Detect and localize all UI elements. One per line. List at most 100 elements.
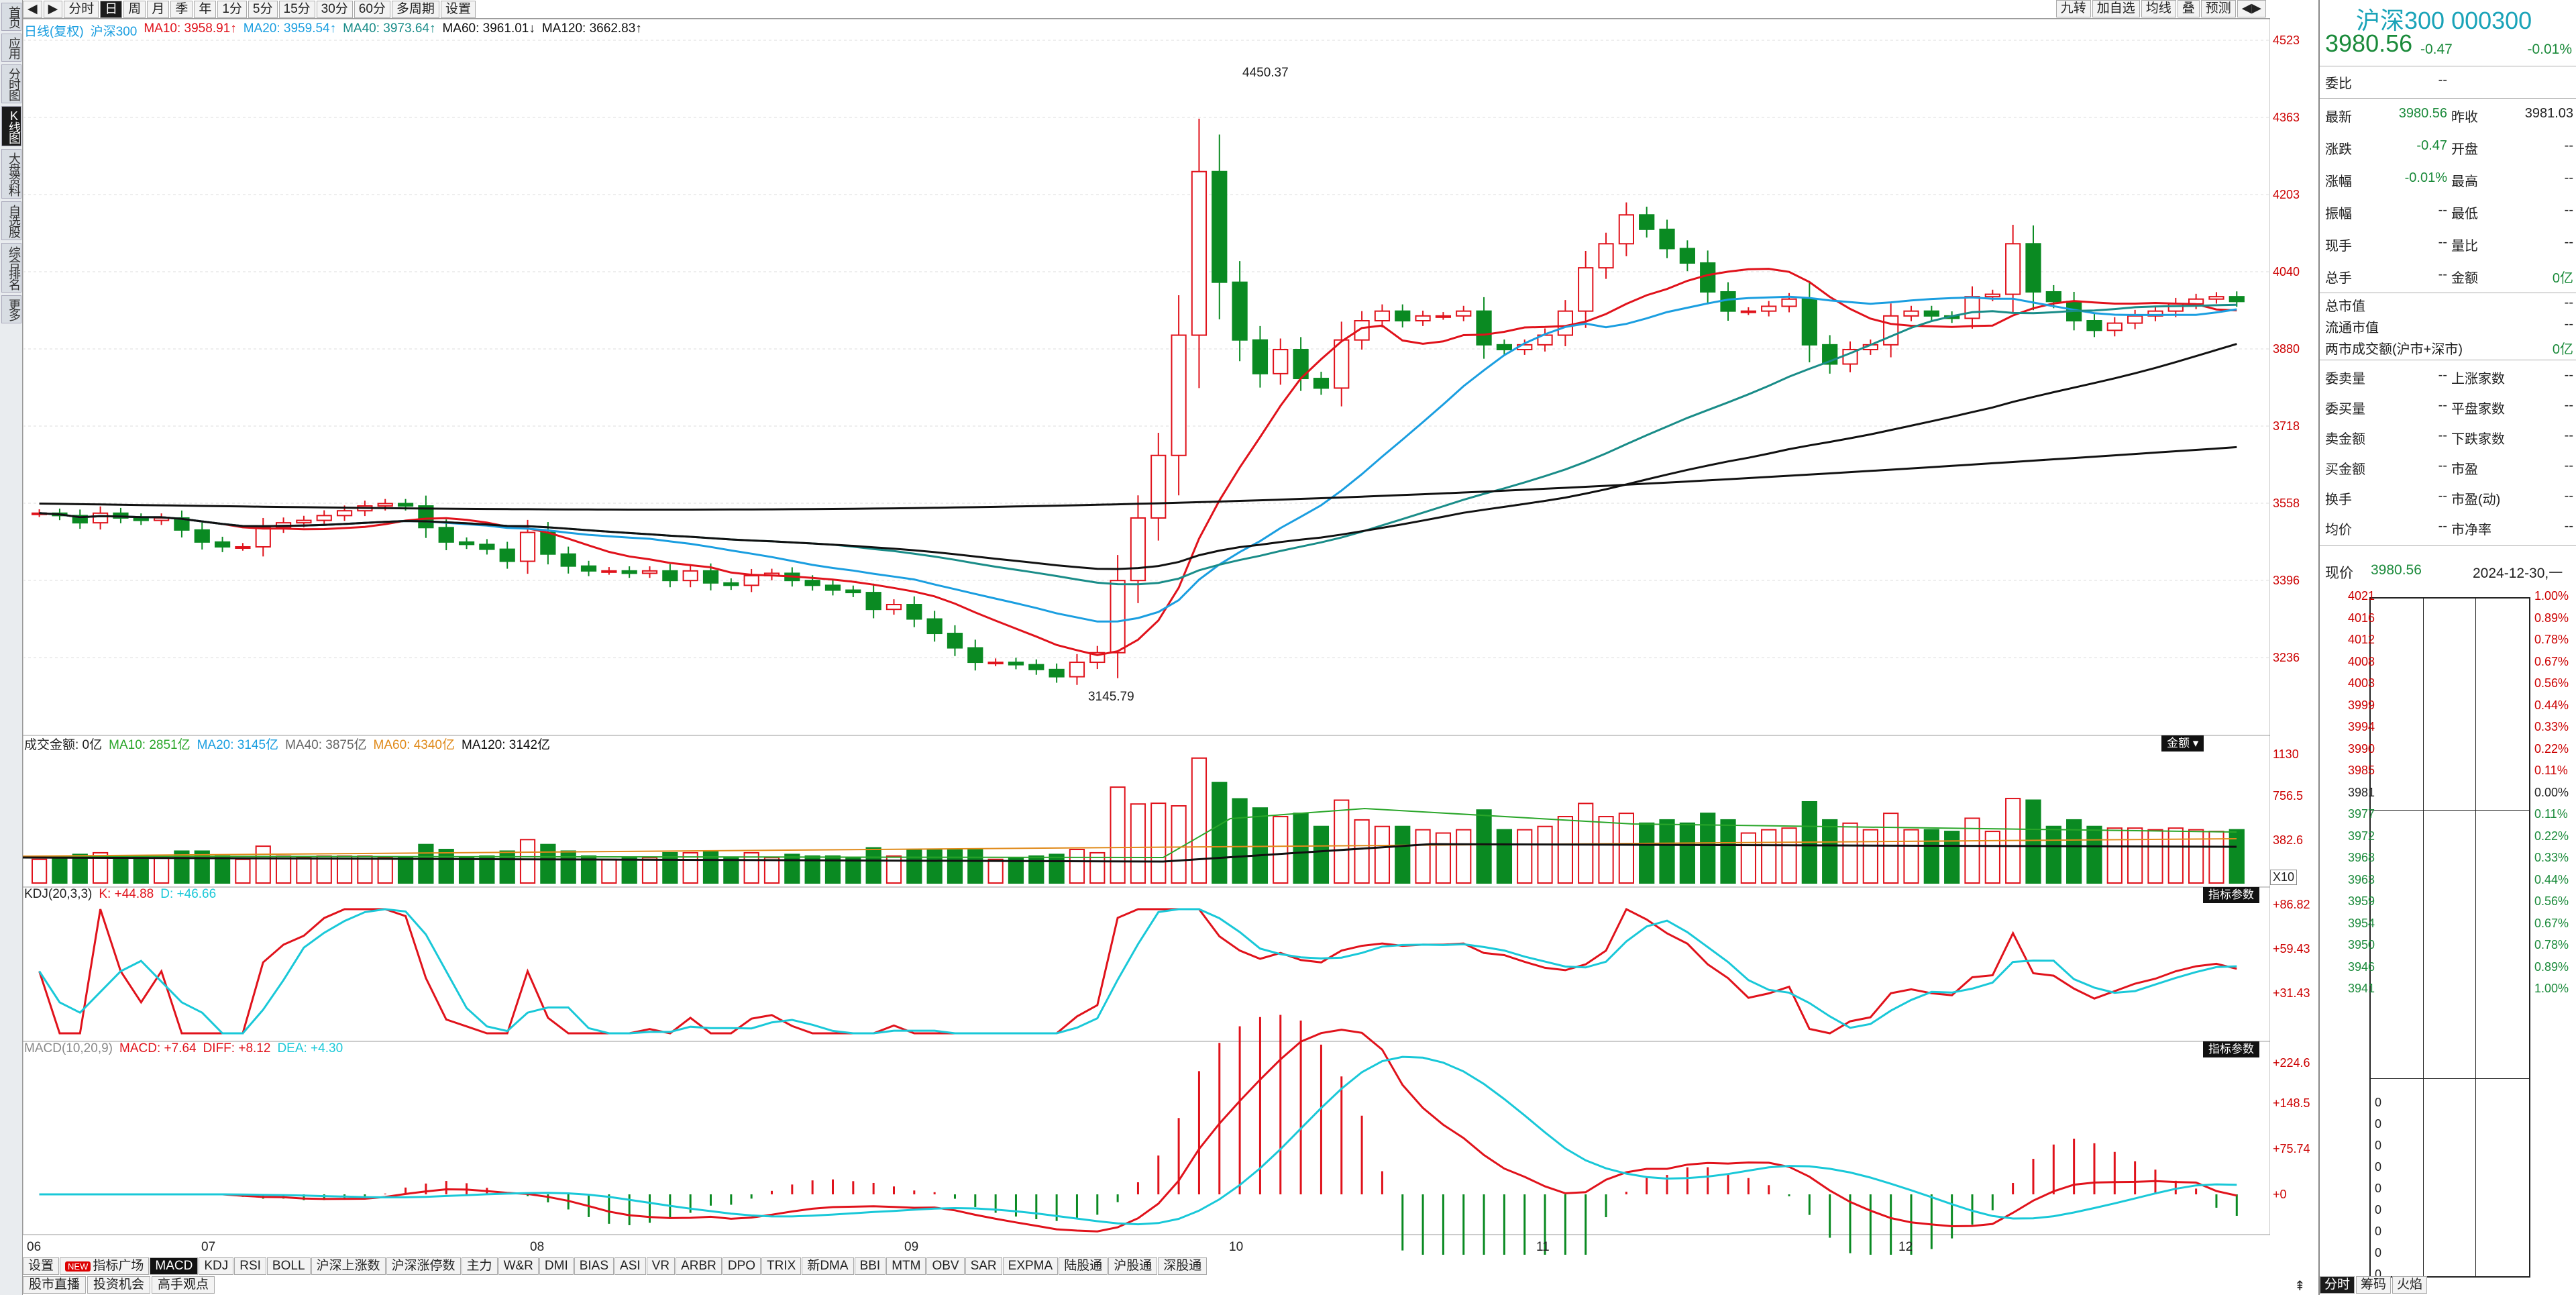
price-change: -0.47 — [2420, 42, 2453, 58]
volume-bar — [2230, 830, 2244, 883]
volume-bar — [561, 851, 576, 883]
candle-body — [1741, 311, 1756, 313]
volume-bar — [989, 860, 1003, 883]
candle-body — [2026, 244, 2040, 292]
indicator-tab-15[interactable]: DPO — [722, 1257, 761, 1275]
intraday-tab-2[interactable]: 火焰 — [2392, 1276, 2427, 1294]
indicator-tab-16[interactable]: TRIX — [761, 1257, 801, 1275]
rail-item-7[interactable]: 更多 — [1, 295, 21, 323]
indicator-tab-5[interactable]: BOLL — [267, 1257, 311, 1275]
indicator-tab-10[interactable]: DMI — [539, 1257, 574, 1275]
pct-tick-0: 1.00% — [2534, 589, 2569, 603]
candle-body — [1884, 316, 1898, 345]
volume-legend: 成交金额: 0亿 MA10: 2851亿 MA20: 3145亿 MA40: 3… — [24, 735, 550, 753]
bottom-btn-1[interactable]: 投资机会 — [87, 1276, 150, 1294]
intraday-tab-1[interactable]: 筹码 — [2356, 1276, 2391, 1294]
kdj-k: K: +44.88 — [99, 887, 154, 902]
pct-tick-12: 0.33% — [2534, 851, 2569, 865]
volume-bar — [439, 849, 453, 883]
panel-frame-3 — [23, 1041, 2270, 1235]
indicator-tab-23[interactable]: 陆股通 — [1059, 1257, 1108, 1275]
indicator-tab-13[interactable]: VR — [647, 1257, 675, 1275]
indicator-tab-22[interactable]: EXPMA — [1003, 1257, 1059, 1275]
intraday-grid[interactable] — [2369, 597, 2530, 1278]
indicator-tab-25[interactable]: 深股通 — [1158, 1257, 1207, 1275]
volume-bar — [2087, 827, 2101, 883]
candle-body — [1803, 299, 1817, 345]
macd-param-tag[interactable]: 指标参数 — [2203, 1041, 2259, 1057]
indicator-tab-8[interactable]: 主力 — [462, 1257, 498, 1275]
volume-bar — [1050, 854, 1064, 883]
volume-bar — [1517, 830, 1532, 883]
indicator-tab-4[interactable]: RSI — [234, 1257, 266, 1275]
intraday-tab-0[interactable]: 分时 — [2320, 1276, 2355, 1294]
market-row-2: 卖金额 -- 下跌家数 -- — [2320, 423, 2576, 453]
volume-bar — [765, 858, 779, 883]
new-badge: NEW — [65, 1261, 91, 1272]
volume-bar — [541, 845, 555, 883]
indicator-tab-24[interactable]: 沪股通 — [1108, 1257, 1157, 1275]
rail-item-5[interactable]: 自选股 — [1, 201, 21, 240]
collapse-icon[interactable]: ⇞ — [2294, 1278, 2306, 1294]
volume-bar — [1070, 849, 1084, 883]
candle-body — [256, 527, 270, 547]
indicator-tab-12[interactable]: ASI — [614, 1257, 646, 1275]
macd-axis-label-2: +75.74 — [2273, 1142, 2310, 1156]
candle-body — [1171, 335, 1185, 456]
pct-tick-9: 0.00% — [2534, 786, 2569, 800]
candle-body — [398, 503, 413, 506]
price-tick-8: 3985 — [2348, 764, 2375, 778]
x-axis-label-0: 06 — [27, 1240, 41, 1255]
rail-item-0[interactable]: 首页 — [1, 3, 21, 31]
indicator-tab-17[interactable]: 新DMA — [802, 1257, 853, 1275]
candle-body — [561, 554, 576, 566]
indicator-tab-7[interactable]: 沪深涨停数 — [386, 1257, 461, 1275]
kdj-param-tag[interactable]: 指标参数 — [2203, 887, 2259, 903]
indicator-tab-label: OBV — [932, 1259, 959, 1273]
candle-body — [704, 571, 718, 583]
indicator-tab-20[interactable]: OBV — [926, 1257, 964, 1275]
indicator-tab-11[interactable]: BIAS — [574, 1257, 614, 1275]
indicator-tab-3[interactable]: KDJ — [199, 1257, 233, 1275]
total-cap-row: 总市值 -- — [2320, 293, 2576, 314]
candle-body — [724, 583, 738, 586]
indicator-tab-label: TRIX — [767, 1259, 796, 1273]
indicator-tab-21[interactable]: SAR — [965, 1257, 1002, 1275]
candle-body — [1782, 299, 1796, 307]
indicator-tab-1[interactable]: NEW 指标广场 — [60, 1257, 149, 1275]
rail-item-1[interactable]: 应用 — [1, 34, 21, 62]
indicator-tab-18[interactable]: BBI — [855, 1257, 886, 1275]
volume-bar — [154, 858, 168, 883]
indicator-tab-14[interactable]: ARBR — [676, 1257, 722, 1275]
volume-bar — [1456, 830, 1470, 883]
indicator-tab-9[interactable]: W&R — [498, 1257, 539, 1275]
bottom-btn-0[interactable]: 股市直播 — [23, 1276, 86, 1294]
candle-body — [460, 542, 474, 545]
vol-tick-4: 0 — [2375, 1182, 2381, 1196]
candle-body — [2128, 316, 2142, 323]
indicator-tab-label: 沪深上涨数 — [317, 1259, 380, 1273]
volume-tag[interactable]: 金额 ▾ — [2161, 735, 2204, 752]
left-nav-rail: 首页应用 分时图 K线图大盘资料 自选股综合排名 更多 — [0, 0, 23, 1295]
quote-row-3: 振幅 -- 最低 -- — [2320, 197, 2576, 229]
indicator-tab-0[interactable]: 设置 — [23, 1257, 59, 1275]
kline-chart[interactable] — [23, 0, 2270, 1255]
price-axis-label-5: 3718 — [2273, 419, 2300, 433]
bottom-btn-2[interactable]: 高手观点 — [152, 1276, 215, 1294]
rail-item-6[interactable]: 综合排名 — [1, 243, 21, 293]
rail-item-2[interactable]: 分时图 — [1, 64, 21, 103]
volume-ma60: MA60: 4340亿 — [374, 735, 455, 753]
candle-body — [1680, 248, 1695, 263]
indicator-tab-2[interactable]: MACD — [150, 1257, 198, 1275]
indicator-tab-19[interactable]: MTM — [886, 1257, 926, 1275]
rail-item-4[interactable]: 大盘资料 — [1, 149, 21, 199]
legend-title: 日线(复权) — [24, 21, 84, 40]
candle-body — [1192, 172, 1206, 335]
pct-tick-10: 0.11% — [2534, 807, 2568, 821]
rail-item-3[interactable]: K线图 — [1, 106, 21, 146]
x-axis-label-4: 10 — [1229, 1240, 1243, 1255]
macd-dea: DEA: +4.30 — [277, 1041, 343, 1056]
volume-bar — [2169, 828, 2183, 883]
indicator-tab-label: MACD — [155, 1259, 193, 1273]
indicator-tab-6[interactable]: 沪深上涨数 — [311, 1257, 386, 1275]
